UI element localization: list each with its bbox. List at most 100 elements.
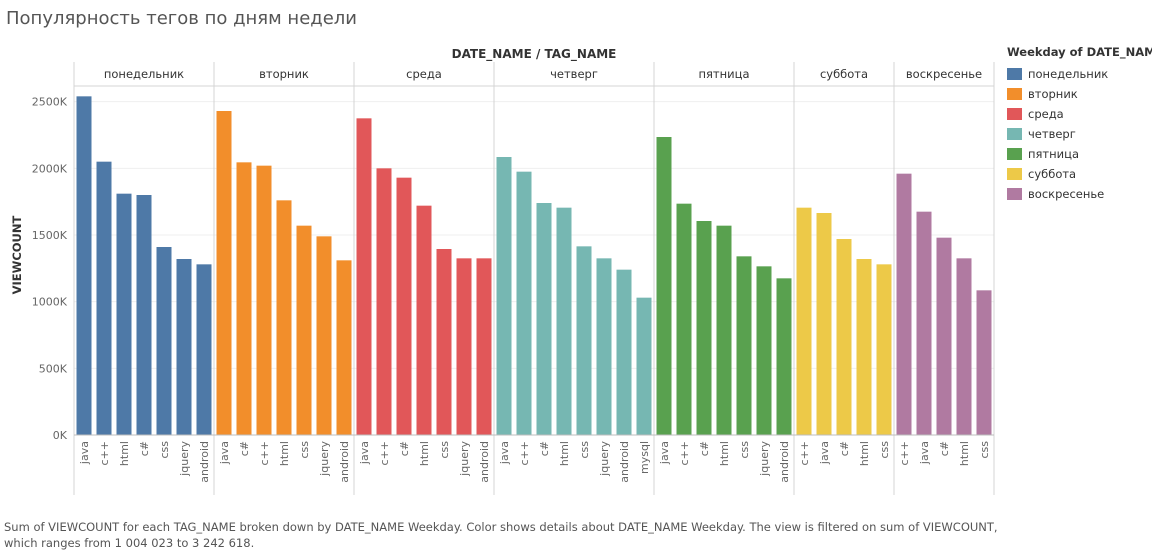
x-tick-label: c# [698, 441, 711, 456]
x-tick-label: c++ [98, 441, 111, 465]
caption-line: which ranges from 1 004 023 to 3 242 618… [4, 536, 255, 550]
x-tick-label: c++ [798, 441, 811, 465]
x-tick-label: html [418, 441, 431, 466]
panel-header-label: четверг [550, 67, 598, 81]
x-tick-label: html [958, 441, 971, 466]
bar [436, 249, 452, 435]
x-tick-label: css [438, 441, 451, 459]
legend-swatch [1007, 128, 1022, 140]
legend-swatch [1007, 148, 1022, 160]
legend-item[interactable]: суббота [1007, 164, 1152, 184]
panel-header-label: воскресенье [906, 67, 982, 81]
panel-header-label: пятница [698, 67, 749, 81]
x-tick-label: mysql [638, 441, 651, 474]
legend-label: четверг [1028, 127, 1076, 141]
x-tick-label: html [118, 441, 131, 466]
x-tick-label: css [878, 441, 891, 459]
x-tick-label: android [778, 441, 791, 483]
x-tick-label: html [718, 441, 731, 466]
legend-title: Weekday of DATE_NAME [1007, 45, 1152, 59]
panel-header-label: суббота [820, 67, 868, 81]
bar [896, 173, 912, 435]
y-tick-label: 0K [53, 429, 68, 442]
x-tick-label: jquery [758, 441, 771, 477]
bar [256, 165, 272, 435]
bar [616, 269, 632, 435]
bar [696, 221, 712, 435]
legend-label: суббота [1028, 167, 1077, 181]
bar [976, 290, 992, 435]
x-tick-label: c# [538, 441, 551, 456]
legend-item[interactable]: пятница [1007, 144, 1152, 164]
caption-line: Sum of VIEWCOUNT for each TAG_NAME broke… [4, 520, 998, 534]
bar [116, 193, 132, 435]
x-tick-label: java [78, 441, 91, 465]
bar [956, 258, 972, 435]
chart-title: Популярность тегов по дням недели [6, 8, 357, 29]
legend-item[interactable]: четверг [1007, 124, 1152, 144]
x-tick-label: html [278, 441, 291, 466]
legend-item[interactable]: понедельник [1007, 64, 1152, 84]
x-tick-label: css [158, 441, 171, 459]
bar [316, 236, 332, 435]
bar [296, 225, 312, 435]
legend-label: понедельник [1028, 67, 1109, 81]
panel-header-label: вторник [259, 67, 309, 81]
y-axis-title: VIEWCOUNT [10, 215, 24, 294]
bar [796, 207, 812, 435]
bar [476, 258, 492, 435]
bar [816, 213, 832, 435]
bar [596, 258, 612, 435]
bar [376, 168, 392, 436]
x-tick-label: jquery [458, 441, 471, 477]
x-tick-label: html [858, 441, 871, 466]
x-tick-label: android [618, 441, 631, 483]
legend-label: пятница [1028, 147, 1080, 161]
x-tick-label: c++ [258, 441, 271, 465]
bar [216, 111, 232, 435]
legend-label: вторник [1028, 87, 1078, 101]
bar [876, 264, 892, 435]
x-tick-label: c++ [518, 441, 531, 465]
bar [936, 237, 952, 435]
x-tick-label: java [358, 441, 371, 465]
legend-label: среда [1028, 107, 1064, 121]
legend-item[interactable]: среда [1007, 104, 1152, 124]
caption: Sum of VIEWCOUNT for each TAG_NAME broke… [4, 519, 1104, 551]
bar [156, 247, 172, 435]
x-tick-label: android [338, 441, 351, 483]
panel-header-label: среда [406, 67, 442, 81]
legend-item[interactable]: воскресенье [1007, 184, 1152, 204]
bar [96, 161, 112, 435]
legend: Weekday of DATE_NAME понедельник вторник с… [1007, 45, 1152, 204]
bar [776, 278, 792, 435]
bar [76, 96, 92, 435]
y-tick-label: 1500K [32, 229, 68, 242]
legend-label: воскресенье [1028, 187, 1105, 201]
bar [676, 203, 692, 435]
bar [176, 259, 192, 435]
x-tick-label: java [818, 441, 831, 465]
x-tick-label: java [658, 441, 671, 465]
bar [516, 171, 532, 435]
bar [656, 137, 672, 435]
bar [636, 297, 652, 435]
bar [536, 203, 552, 435]
bar [856, 259, 872, 435]
x-tick-label: c++ [898, 441, 911, 465]
legend-item[interactable]: вторник [1007, 84, 1152, 104]
x-tick-label: android [478, 441, 491, 483]
x-tick-label: java [918, 441, 931, 465]
bar [836, 239, 852, 435]
x-tick-label: jquery [318, 441, 331, 477]
bar [336, 260, 352, 435]
bar [236, 162, 252, 436]
legend-swatch [1007, 108, 1022, 120]
bar [736, 256, 752, 435]
panel-header-label: понедельник [104, 67, 184, 81]
x-tick-label: c# [938, 441, 951, 456]
bar [756, 266, 772, 435]
x-tick-label: css [298, 441, 311, 459]
x-tick-label: jquery [598, 441, 611, 477]
x-tick-label: java [498, 441, 511, 465]
